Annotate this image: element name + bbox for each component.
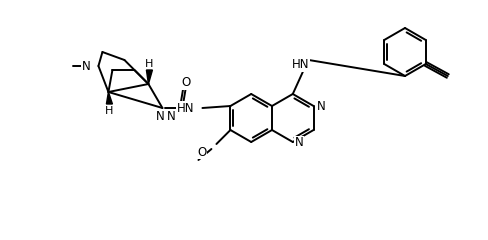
Text: N: N	[81, 60, 90, 72]
Text: N: N	[295, 137, 304, 150]
Text: N: N	[166, 109, 175, 122]
Polygon shape	[106, 92, 112, 104]
Text: HN: HN	[292, 59, 309, 72]
Polygon shape	[146, 70, 152, 84]
Text: O: O	[197, 145, 206, 158]
Text: H: H	[145, 59, 154, 69]
Text: HN: HN	[177, 102, 194, 114]
Text: N: N	[156, 109, 165, 122]
Text: O: O	[182, 77, 191, 90]
Text: H: H	[105, 106, 114, 116]
Text: N: N	[317, 100, 325, 113]
